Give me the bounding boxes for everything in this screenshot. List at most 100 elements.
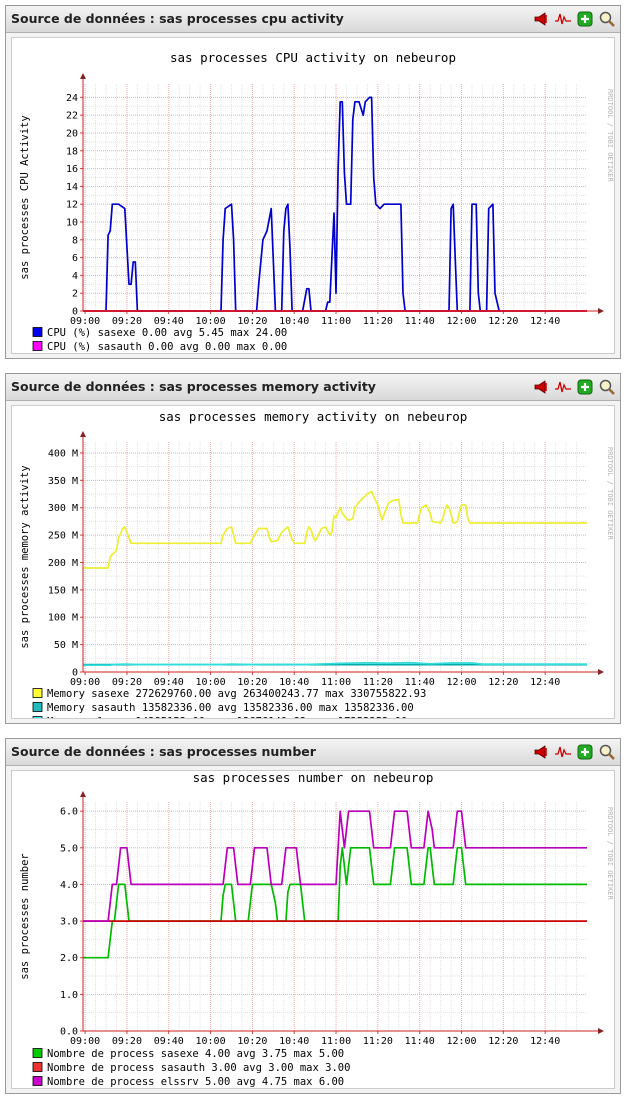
y-tick-label: 12	[66, 200, 78, 211]
speaker-icon	[534, 12, 547, 26]
y-tick-label: 22	[66, 111, 78, 122]
add-icon	[577, 379, 593, 395]
graph-panel-number: Source de données : sas processes number…	[5, 738, 621, 1094]
y-tick-label: 5.0	[60, 843, 78, 854]
y-tick-label: 0.0	[60, 1027, 78, 1038]
graph-image: sas processes CPU activity on nebeurop sa…	[11, 37, 615, 354]
x-tick-label: 11:40	[405, 1036, 435, 1047]
legend-swatch	[32, 1048, 43, 1058]
x-tick-label: 09:20	[112, 677, 142, 688]
x-tick-label: 09:40	[154, 316, 184, 327]
series-line	[83, 810, 587, 922]
x-tick-label: 11:00	[321, 1036, 351, 1047]
y-tick-label: 6	[72, 253, 78, 264]
x-tick-label: 10:40	[279, 1036, 309, 1047]
panel-icons	[532, 743, 616, 761]
legend-entry: Memory elssrv 14385152.00 avg 13676149.8…	[47, 716, 407, 718]
legend-swatch	[32, 341, 43, 351]
y-tick-label: 100 M	[48, 613, 78, 624]
legend-entry: Memory sasauth 13582336.00 avg 13582336.…	[47, 702, 414, 714]
legend-swatch	[32, 716, 43, 718]
graph-image: sas processes number on nebeurop sas proc…	[11, 770, 615, 1089]
x-tick-label: 09:20	[112, 1036, 142, 1047]
speaker-icon	[534, 745, 547, 759]
x-tick-label: 11:00	[321, 316, 351, 327]
y-axis-label: sas processes CPU Activity	[19, 115, 31, 279]
legend-swatch	[32, 1076, 43, 1086]
x-tick-label: 12:20	[488, 677, 518, 688]
chart-title: sas processes memory activity on nebeuro…	[159, 409, 468, 424]
y-tick-label: 16	[66, 164, 78, 175]
legend-entry: Nombre de process sasauth 3.00 avg 3.00 …	[47, 1062, 350, 1074]
memory-chart: sas processes memory activity on nebeuro…	[19, 409, 614, 718]
legend-swatch	[32, 1062, 43, 1072]
chart-title: sas processes CPU activity on nebeurop	[170, 50, 456, 65]
y-tick-label: 4.0	[60, 880, 78, 891]
y-tick-label: 8	[72, 235, 78, 246]
x-tick-label: 12:20	[488, 1036, 518, 1047]
panel-title: Source de données : sas processes number	[11, 744, 316, 759]
y-axis-arrow	[80, 73, 86, 79]
rrdtool-credit: RRDTOOL / TOBI OETIKER	[606, 89, 614, 183]
zoom-icon	[599, 744, 615, 760]
series-line	[105, 96, 501, 312]
y-tick-label: 300 M	[48, 503, 78, 514]
x-tick-label: 11:20	[363, 677, 393, 688]
x-tick-label: 12:00	[446, 1036, 476, 1047]
panel-header: Source de données : sas processes number	[6, 739, 620, 766]
x-axis-arrow	[598, 1028, 604, 1034]
panel-header: Source de données : sas processes cpu ac…	[6, 6, 620, 33]
graph-wave-icon	[555, 13, 571, 25]
x-tick-label: 09:40	[154, 1036, 184, 1047]
legend-entry: CPU (%) sasexe 0.00 avg 5.45 max 24.00	[47, 327, 287, 339]
x-tick-label: 12:40	[530, 1036, 560, 1047]
panel-title: Source de données : sas processes cpu ac…	[11, 11, 344, 26]
graph-wave-icon	[555, 746, 571, 758]
panel-icons	[532, 378, 616, 396]
panel-title: Source de données : sas processes memory…	[11, 379, 376, 394]
x-axis-arrow	[598, 308, 604, 314]
panel-icons	[532, 10, 616, 28]
series-line	[83, 490, 587, 569]
series-line	[83, 661, 587, 667]
y-tick-label: 14	[66, 182, 78, 193]
number-chart: sas processes number on nebeurop sas proc…	[19, 771, 614, 1088]
cpu-chart: sas processes CPU activity on nebeurop sa…	[19, 50, 614, 353]
graph-image: sas processes memory activity on nebeuro…	[11, 405, 615, 719]
add-icon	[577, 11, 593, 27]
x-tick-label: 12:40	[530, 677, 560, 688]
y-tick-label: 2.0	[60, 953, 78, 964]
y-tick-label: 0	[72, 668, 78, 679]
x-tick-label: 09:40	[154, 677, 184, 688]
y-tick-label: 0	[72, 307, 78, 318]
x-tick-label: 12:00	[446, 677, 476, 688]
chart-title: sas processes number on nebeurop	[193, 771, 434, 785]
x-tick-label: 10:20	[237, 677, 267, 688]
y-axis-label: sas processes number	[19, 853, 31, 979]
x-tick-label: 10:00	[196, 316, 226, 327]
legend-swatch	[32, 702, 43, 712]
x-tick-label: 12:40	[530, 316, 560, 327]
legend-entry: Nombre de process elssrv 5.00 avg 4.75 m…	[47, 1076, 344, 1088]
graph-panel-memory: Source de données : sas processes memory…	[5, 373, 621, 724]
y-tick-label: 250 M	[48, 531, 78, 542]
y-tick-label: 20	[66, 128, 78, 139]
x-tick-label: 09:20	[112, 316, 142, 327]
y-tick-label: 1.0	[60, 990, 78, 1001]
zoom-icon	[599, 11, 615, 27]
rrdtool-credit: RRDTOOL / TOBI OETIKER	[606, 447, 614, 541]
x-tick-label: 10:40	[279, 316, 309, 327]
x-tick-label: 10:00	[196, 677, 226, 688]
x-tick-label: 12:00	[446, 316, 476, 327]
y-tick-label: 50 M	[54, 640, 78, 651]
y-tick-label: 200 M	[48, 558, 78, 569]
x-tick-label: 11:40	[405, 677, 435, 688]
legend-entry: Nombre de process sasexe 4.00 avg 3.75 m…	[47, 1048, 344, 1060]
legend-entry: CPU (%) sasauth 0.00 avg 0.00 max 0.00	[47, 341, 287, 353]
legend-swatch	[32, 327, 43, 337]
graph-wave-icon	[555, 381, 571, 393]
y-tick-label: 6.0	[60, 807, 78, 818]
x-tick-label: 11:40	[405, 316, 435, 327]
add-icon	[577, 744, 593, 760]
x-tick-label: 12:20	[488, 316, 518, 327]
